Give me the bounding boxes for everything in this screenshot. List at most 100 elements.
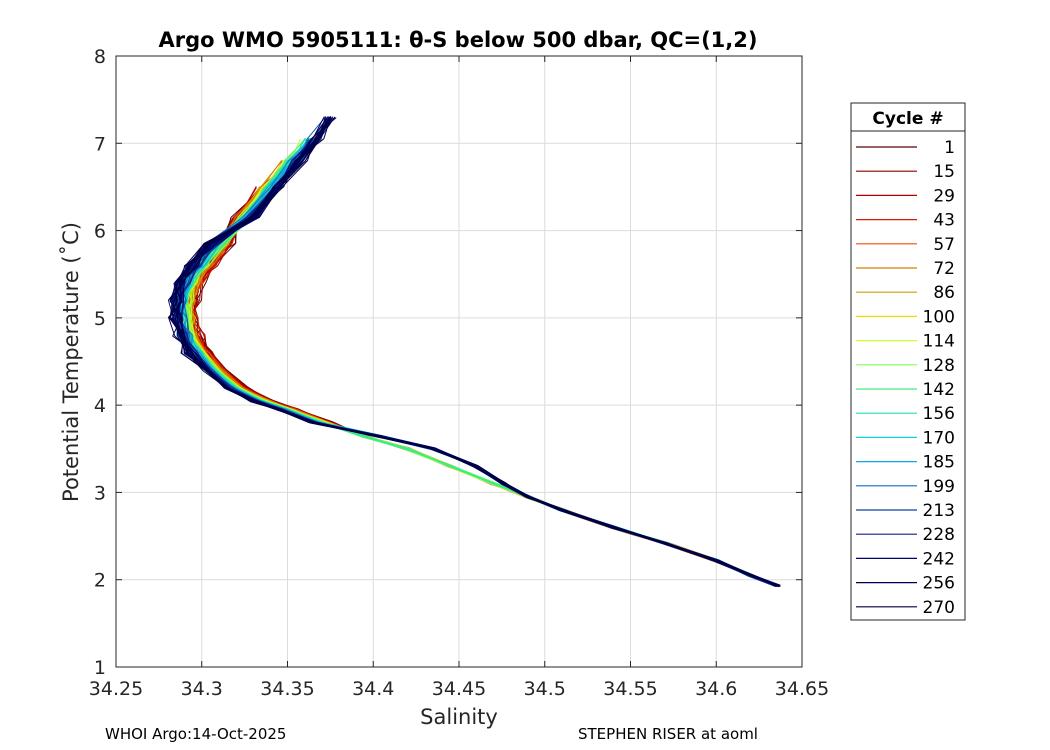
legend-label: 114 <box>923 332 955 352</box>
profile-curve <box>185 186 777 587</box>
profile-curve <box>190 186 779 587</box>
profile-curve <box>180 137 778 588</box>
profile-curve <box>188 186 781 587</box>
y-tick-label: 7 <box>94 133 106 155</box>
profile-curve <box>180 186 778 586</box>
profile-curves <box>167 116 781 588</box>
profile-curve <box>185 186 778 586</box>
footer-left: WHOI Argo:14-Oct-2025 <box>105 725 287 743</box>
y-tick-label: 1 <box>94 657 106 679</box>
profile-curve <box>179 159 781 587</box>
profile-curve <box>177 138 780 587</box>
profile-curve <box>180 138 778 587</box>
legend-label: 57 <box>933 235 955 255</box>
profile-curve <box>183 160 777 587</box>
profile-curve <box>181 138 776 586</box>
legend-label: 43 <box>933 211 955 231</box>
profile-curve <box>177 160 776 587</box>
legend-entries: 1 15 29 43 57 72 86 100 114 128 142 156 170 185 199 213… <box>856 138 955 618</box>
legend-label: 185 <box>923 453 955 473</box>
x-tick-label: 34.55 <box>603 678 657 700</box>
legend-label: 128 <box>923 356 955 376</box>
legend-label: 199 <box>923 477 955 497</box>
profile-curve <box>180 159 778 586</box>
profile-curve <box>178 160 779 587</box>
profile-curve <box>183 186 781 587</box>
profile-curve <box>185 186 777 586</box>
legend-label: 15 <box>933 162 955 182</box>
profile-curve <box>180 138 777 587</box>
profile-curve <box>179 160 777 587</box>
profile-curve <box>186 159 777 586</box>
profile-curve <box>183 186 776 586</box>
profile-curve <box>177 160 779 586</box>
profile-curve <box>183 160 778 586</box>
profile-curve <box>190 217 780 586</box>
profile-curve <box>177 139 778 587</box>
y-tick-label: 5 <box>94 308 106 330</box>
profile-curve <box>185 186 781 587</box>
legend-label: 270 <box>923 598 955 618</box>
legend-label: 142 <box>923 380 955 400</box>
profile-curve <box>188 187 777 587</box>
profile-curve <box>186 187 781 587</box>
y-axis-label: Potential Temperature (˚C) <box>59 222 83 502</box>
legend-label: 1 <box>944 138 955 158</box>
profile-curve <box>187 186 778 587</box>
profile-curve <box>184 159 777 587</box>
profile-curve <box>186 160 777 588</box>
x-tick-label: 34.3 <box>181 678 223 700</box>
profile-curve <box>178 160 780 587</box>
profile-curve <box>184 160 781 586</box>
x-tick-label: 34.4 <box>352 678 394 700</box>
profile-curve <box>177 159 780 587</box>
profile-curve <box>180 160 781 587</box>
legend-label: 72 <box>933 259 955 279</box>
profile-curve <box>190 186 777 587</box>
x-tick-label: 34.25 <box>89 678 143 700</box>
profile-curve <box>181 159 779 587</box>
y-tick-label: 8 <box>94 46 106 68</box>
profile-curve <box>183 160 780 587</box>
profile-curve <box>179 160 777 587</box>
x-tick-label: 34.5 <box>524 678 566 700</box>
profile-curve <box>184 159 781 587</box>
legend-label: 228 <box>923 525 955 545</box>
y-tick-label: 2 <box>94 570 106 592</box>
profile-curve <box>188 185 777 587</box>
profile-curve <box>182 160 777 587</box>
x-tick-label: 34.45 <box>432 678 486 700</box>
legend-label: 86 <box>933 283 955 303</box>
profile-curve <box>193 187 781 587</box>
profile-curve <box>186 186 778 587</box>
profile-curve <box>185 186 781 587</box>
profile-curve <box>188 186 778 586</box>
profile-curve <box>186 187 778 587</box>
profile-curve <box>180 138 777 586</box>
legend-label: 29 <box>933 186 955 206</box>
legend-label: 100 <box>923 307 955 327</box>
profile-curve <box>189 187 781 587</box>
profile-curve <box>184 160 779 588</box>
legend-label: 213 <box>923 501 955 521</box>
profile-curve <box>176 139 779 587</box>
chart-title: Argo WMO 5905111: θ-S below 500 dbar, QC… <box>159 28 758 52</box>
legend-label: 170 <box>923 428 955 448</box>
legend-label: 242 <box>923 549 955 569</box>
profile-curve <box>181 160 780 588</box>
profile-curve <box>188 187 778 587</box>
legend-title: Cycle # <box>872 109 943 129</box>
profile-curve <box>178 137 777 587</box>
profile-curve <box>189 187 780 586</box>
profile-curve <box>182 161 780 587</box>
profile-curve <box>177 161 778 586</box>
legend-label: 156 <box>923 404 955 424</box>
profile-curve <box>188 186 781 587</box>
profile-curve <box>184 139 778 587</box>
legend: Cycle # 11529435772861001141281421561701… <box>850 102 966 621</box>
footer-right: STEPHEN RISER at aoml <box>578 725 758 743</box>
profile-curve <box>189 187 777 588</box>
profile-curve <box>175 117 780 586</box>
profile-curve <box>190 161 777 587</box>
profile-curve <box>178 159 776 587</box>
